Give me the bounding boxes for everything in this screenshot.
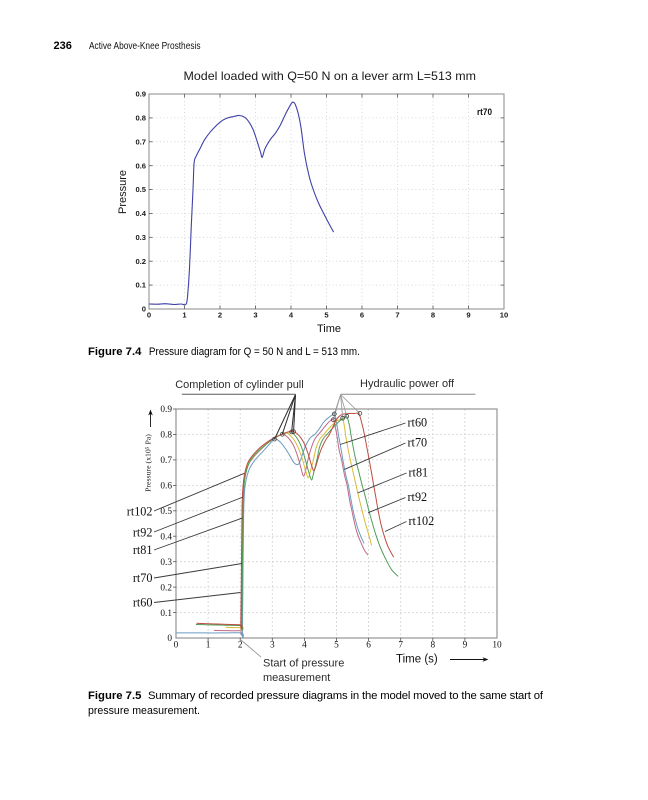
svg-text:0: 0 <box>167 634 172 644</box>
svg-text:0.5: 0.5 <box>135 185 146 194</box>
svg-text:Hydraulic power off: Hydraulic power off <box>360 378 455 390</box>
svg-text:Start of pressure: Start of pressure <box>263 658 344 670</box>
svg-text:Active Above-Knee Prosthesis: Active Above-Knee Prosthesis <box>89 40 201 52</box>
svg-text:0.8: 0.8 <box>135 114 146 123</box>
svg-text:0.7: 0.7 <box>135 137 146 146</box>
svg-text:1: 1 <box>182 311 187 320</box>
svg-text:0.3: 0.3 <box>135 233 146 242</box>
svg-text:Pressure: Pressure <box>117 170 129 214</box>
svg-text:rt102: rt102 <box>409 514 435 528</box>
svg-text:rt70: rt70 <box>133 571 153 585</box>
svg-text:rt60: rt60 <box>133 596 153 610</box>
svg-text:0.9: 0.9 <box>135 90 146 99</box>
svg-text:9: 9 <box>466 311 470 320</box>
svg-text:5: 5 <box>324 311 329 320</box>
svg-text:pressure measurement.: pressure measurement. <box>88 705 200 717</box>
svg-text:rt92: rt92 <box>408 490 428 504</box>
svg-text:rt102: rt102 <box>127 505 153 519</box>
svg-text:0.6: 0.6 <box>135 161 146 170</box>
svg-text:236: 236 <box>54 40 72 52</box>
svg-text:Time: Time <box>317 323 341 335</box>
svg-text:7: 7 <box>395 311 399 320</box>
svg-text:5: 5 <box>334 641 339 651</box>
svg-text:0.1: 0.1 <box>135 281 146 290</box>
svg-text:Model loaded with Q=50 N on a: Model loaded with Q=50 N on a lever arm … <box>184 69 477 83</box>
svg-text:8: 8 <box>431 311 435 320</box>
svg-text:6: 6 <box>366 641 371 651</box>
svg-text:2: 2 <box>238 641 243 651</box>
svg-text:Completion of cylinder pull: Completion of cylinder pull <box>175 379 304 391</box>
svg-text:9: 9 <box>463 641 468 651</box>
svg-text:3: 3 <box>253 311 257 320</box>
svg-text:10: 10 <box>492 641 502 651</box>
svg-text:0.4: 0.4 <box>135 209 146 218</box>
svg-text:1: 1 <box>206 641 211 651</box>
svg-text:8: 8 <box>430 641 435 651</box>
svg-text:0.2: 0.2 <box>135 257 146 266</box>
svg-text:4: 4 <box>302 641 307 651</box>
svg-text:0: 0 <box>142 305 146 314</box>
svg-text:measurement: measurement <box>263 672 330 684</box>
svg-text:Time (s): Time (s) <box>396 654 438 666</box>
svg-text:0: 0 <box>147 311 151 320</box>
svg-text:0.3: 0.3 <box>160 558 172 568</box>
svg-text:0.6: 0.6 <box>160 482 172 492</box>
svg-text:rt81: rt81 <box>409 466 429 480</box>
svg-text:rt70: rt70 <box>477 107 492 117</box>
svg-text:0: 0 <box>174 641 179 651</box>
svg-text:0.5: 0.5 <box>160 507 172 517</box>
svg-text:0.4: 0.4 <box>160 532 172 542</box>
svg-text:rt81: rt81 <box>133 543 153 557</box>
svg-text:2: 2 <box>218 311 222 320</box>
svg-text:0.8: 0.8 <box>160 431 172 441</box>
svg-text:Figure 7.5: Figure 7.5 <box>88 690 141 702</box>
svg-text:rt70: rt70 <box>408 436 428 450</box>
svg-text:4: 4 <box>289 311 294 320</box>
svg-text:6: 6 <box>360 311 364 320</box>
svg-text:7: 7 <box>398 641 403 651</box>
svg-text:3: 3 <box>270 641 275 651</box>
svg-text:Pressure (x10⁵ Pa): Pressure (x10⁵ Pa) <box>144 434 153 492</box>
svg-text:0.9: 0.9 <box>160 405 172 415</box>
svg-text:Summary of recorded pressure d: Summary of recorded pressure diagrams in… <box>148 690 544 702</box>
svg-text:0.2: 0.2 <box>160 583 172 593</box>
svg-text:rt60: rt60 <box>408 416 428 430</box>
svg-text:rt92: rt92 <box>133 526 153 540</box>
svg-text:0.7: 0.7 <box>160 456 172 466</box>
svg-text:10: 10 <box>500 311 508 320</box>
svg-text:0.1: 0.1 <box>160 609 172 619</box>
